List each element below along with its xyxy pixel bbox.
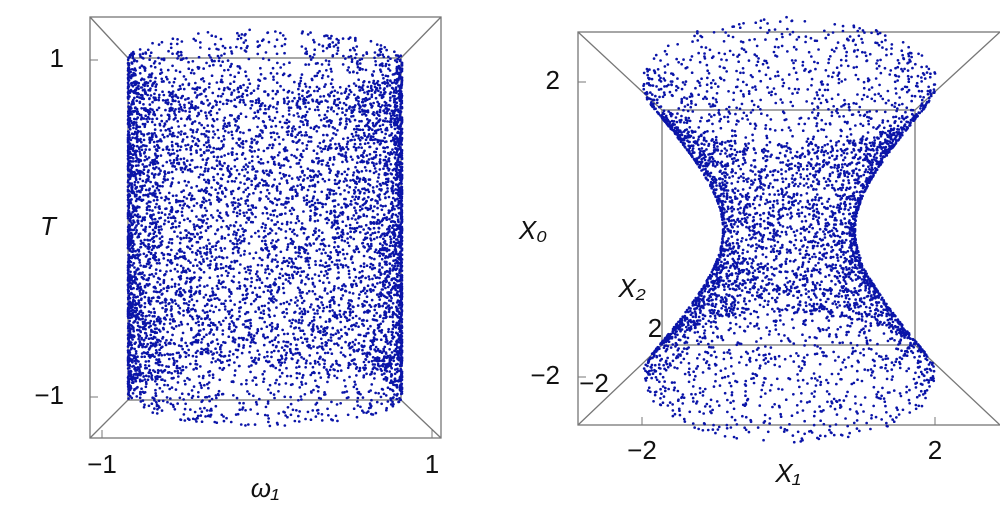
chart: −1 1 −1 1 ω₁ T bbox=[34, 28, 439, 503]
y-tick-label: 1 bbox=[50, 43, 64, 73]
x-axis-label: X₁ bbox=[774, 458, 801, 488]
z-axis-label: X₂ bbox=[617, 273, 645, 303]
y-axis-label: X₀ bbox=[518, 215, 547, 245]
y-axis-label: T bbox=[40, 211, 58, 241]
x-tick-label: 1 bbox=[425, 449, 439, 479]
point-cloud bbox=[126, 28, 404, 428]
x-tick-label: 2 bbox=[928, 435, 942, 465]
chart: −2 2 −2 2 −2 2 X₁ X₀ X₂ bbox=[518, 15, 942, 488]
box-right bbox=[577, 31, 1000, 426]
x-tick-label: −2 bbox=[627, 435, 657, 465]
z-tick-label: −2 bbox=[579, 368, 609, 398]
x-tick-label: −1 bbox=[87, 449, 117, 479]
x-axis-label: ω₁ bbox=[251, 473, 279, 503]
z-tick-label: 2 bbox=[648, 313, 662, 343]
point-cloud bbox=[642, 15, 937, 444]
y-tick-label: −2 bbox=[530, 360, 560, 390]
y-tick-label: −1 bbox=[34, 380, 64, 410]
y-tick-label: 2 bbox=[546, 65, 560, 95]
